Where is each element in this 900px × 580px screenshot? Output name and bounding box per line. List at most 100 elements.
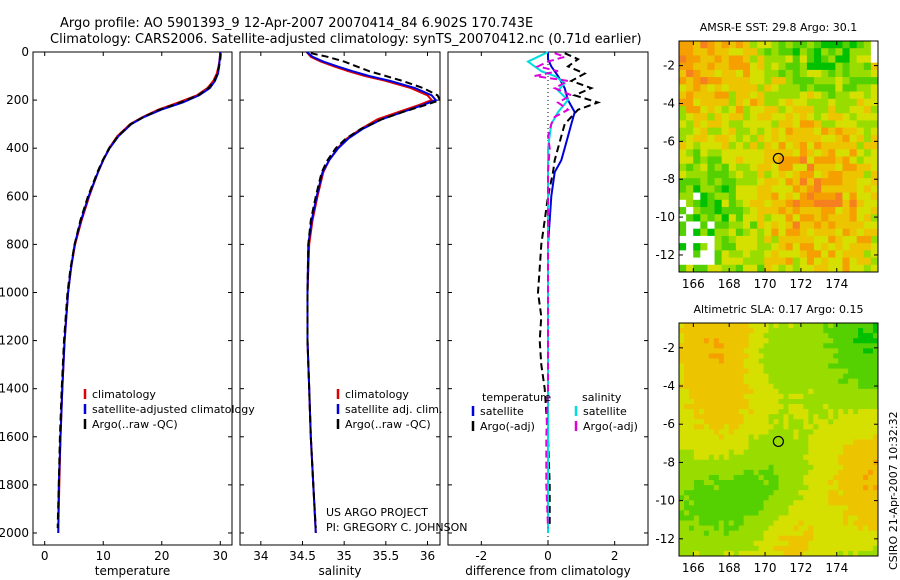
heatmap-cell bbox=[843, 510, 849, 516]
heatmap-cell bbox=[743, 474, 750, 481]
heatmap-cell bbox=[833, 490, 839, 496]
heatmap-cell bbox=[803, 363, 809, 370]
heatmap-cell bbox=[683, 535, 690, 542]
heatmap-cell bbox=[764, 105, 772, 114]
heatmap-cell bbox=[788, 459, 794, 466]
heatmap-cell bbox=[771, 113, 779, 121]
heatmap-cell bbox=[813, 444, 819, 451]
heatmap-cell bbox=[728, 343, 735, 349]
heatmap-cell bbox=[743, 449, 750, 456]
heatmap-cell bbox=[763, 409, 770, 415]
heatmap-cell bbox=[842, 105, 851, 114]
heatmap-cell bbox=[714, 250, 723, 259]
heatmap-cell bbox=[849, 228, 858, 237]
heatmap-cell bbox=[768, 343, 775, 349]
heatmap-cell bbox=[753, 333, 760, 339]
heatmap-cell bbox=[778, 490, 784, 496]
heatmap-cell bbox=[714, 55, 723, 64]
heatmap-cell bbox=[821, 48, 829, 56]
heatmap-cell bbox=[853, 363, 859, 370]
heatmap-cell bbox=[733, 520, 740, 527]
heatmap-cell bbox=[698, 378, 705, 385]
heatmap-cell bbox=[856, 235, 865, 244]
heatmap-cell bbox=[813, 495, 819, 501]
heatmap-cell bbox=[738, 348, 745, 354]
heatmap-cell bbox=[868, 323, 874, 329]
heatmap-cell bbox=[735, 69, 744, 78]
heatmap-cell bbox=[858, 454, 864, 461]
heatmap-cell bbox=[868, 459, 874, 466]
heatmap-cell bbox=[743, 485, 750, 491]
heatmap-cell bbox=[818, 495, 824, 501]
heatmap-cell bbox=[743, 500, 750, 506]
y-tick-label: 1200 bbox=[0, 334, 29, 348]
heatmap-cell bbox=[753, 464, 760, 471]
heatmap-cell bbox=[757, 207, 765, 215]
heatmap-cell bbox=[785, 243, 794, 251]
heatmap-cell bbox=[698, 368, 705, 375]
heatmap-cell bbox=[821, 62, 829, 71]
heatmap-cell bbox=[723, 353, 730, 359]
heatmap-cell bbox=[788, 373, 794, 380]
heatmap-cell bbox=[733, 510, 740, 516]
heatmap-cell bbox=[778, 383, 784, 390]
heatmap-cell bbox=[798, 338, 804, 344]
heatmap-cell bbox=[693, 185, 701, 194]
heatmap-cell bbox=[856, 170, 865, 179]
heatmap-cell bbox=[873, 540, 879, 547]
heatmap-cell bbox=[803, 358, 809, 365]
heatmap-cell bbox=[758, 510, 765, 516]
heatmap-cell bbox=[863, 414, 869, 420]
heatmap-cell bbox=[723, 535, 730, 542]
heatmap-cell bbox=[873, 464, 879, 471]
heatmap-cell bbox=[828, 469, 834, 476]
heatmap-cell bbox=[679, 439, 685, 446]
heatmap-cell bbox=[813, 500, 819, 506]
heatmap-cell bbox=[753, 393, 760, 400]
heatmap-cell bbox=[743, 429, 750, 435]
heatmap-cell bbox=[738, 490, 745, 496]
heatmap-cell bbox=[708, 338, 715, 344]
heatmap-cell bbox=[828, 550, 834, 557]
heatmap-cell bbox=[793, 520, 799, 527]
heatmap-cell bbox=[721, 120, 730, 129]
heatmap-cell bbox=[708, 348, 715, 354]
heatmap-cell bbox=[808, 510, 814, 516]
heatmap-cell bbox=[700, 113, 708, 121]
legend-label: climatology bbox=[345, 388, 409, 401]
heatmap-cell bbox=[763, 353, 770, 359]
heatmap-cell bbox=[798, 424, 804, 430]
heatmap-cell bbox=[828, 170, 836, 179]
heatmap-cell bbox=[688, 348, 695, 354]
heatmap-cell bbox=[792, 134, 801, 143]
heatmap-cell bbox=[843, 444, 849, 451]
heatmap-cell bbox=[693, 221, 701, 230]
heatmap-cell bbox=[833, 469, 839, 476]
heatmap-cell bbox=[764, 235, 772, 244]
heatmap-cell bbox=[686, 98, 694, 107]
heatmap-cell bbox=[843, 454, 849, 461]
heatmap-cell bbox=[853, 424, 859, 430]
heatmap-cell bbox=[721, 41, 730, 49]
heatmap-cell bbox=[718, 393, 725, 400]
heatmap-cell bbox=[723, 393, 730, 400]
heatmap-cell bbox=[733, 419, 740, 425]
heatmap-cell bbox=[683, 338, 690, 344]
heatmap-cell bbox=[778, 69, 787, 78]
heatmap-cell bbox=[813, 515, 819, 522]
heatmap-cell bbox=[868, 388, 874, 395]
heatmap-cell bbox=[806, 228, 815, 237]
heatmap-cell bbox=[698, 444, 705, 451]
heatmap-cell bbox=[785, 48, 794, 56]
heatmap-cell bbox=[818, 464, 824, 471]
heatmap-cell bbox=[723, 368, 730, 375]
heatmap-cell bbox=[818, 434, 824, 440]
heatmap-cell bbox=[808, 333, 814, 339]
heatmap-cell bbox=[763, 515, 770, 522]
heatmap-cell bbox=[868, 545, 874, 552]
x-tick-label: 174 bbox=[825, 561, 848, 575]
heatmap-cell bbox=[771, 228, 779, 237]
heatmap-cell bbox=[843, 449, 849, 456]
heatmap-cell bbox=[700, 264, 708, 273]
heatmap-cell bbox=[743, 328, 750, 334]
